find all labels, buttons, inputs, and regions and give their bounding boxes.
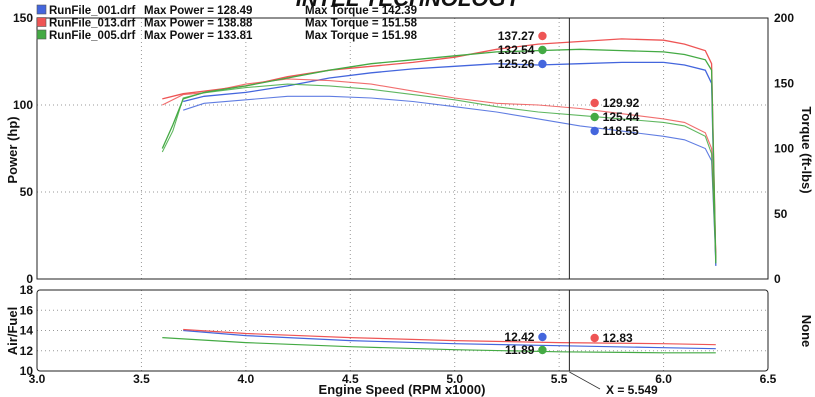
series-layer bbox=[161, 38, 717, 354]
bottom-panel-frame bbox=[36, 289, 769, 372]
afr-readout-3: 11.89 bbox=[505, 343, 535, 357]
cursor-x-label: X = 5.549 bbox=[606, 383, 658, 397]
power-readout-2: 129.92 bbox=[603, 96, 640, 110]
legend-max-torque-2: Max Torque = 151.58 bbox=[305, 18, 418, 30]
x-tick-label: 4.5 bbox=[342, 372, 359, 386]
torque-tick-label: 0 bbox=[774, 272, 781, 286]
torque-line-2 bbox=[162, 38, 717, 260]
power-line-2 bbox=[162, 78, 717, 253]
axis-ticks: 3.0 3.5 4.0 4.5 5.0 5.5 6.0 6.5 0 50 100 150 0 50 100 1… bbox=[13, 11, 794, 386]
legend-file-2: RunFile_013.drf bbox=[49, 18, 135, 30]
legend-max-power-3: Max Power = 133.81 bbox=[144, 30, 253, 42]
afr-tick-label: 14 bbox=[20, 324, 34, 338]
y-axis-label-afr: Air/Fuel bbox=[5, 307, 20, 355]
x-tick-label: 6.5 bbox=[760, 372, 777, 386]
legend-max-torque-3: Max Torque = 151.98 bbox=[305, 30, 418, 42]
power-readout-3: 125.44 bbox=[603, 110, 640, 124]
afr-marker-2 bbox=[590, 333, 599, 343]
y-axis-label-none: None bbox=[799, 315, 814, 348]
legend-swatch-1 bbox=[36, 4, 47, 15]
afr-marker-3 bbox=[538, 345, 547, 355]
power-readout-1: 118.55 bbox=[603, 124, 639, 138]
afr-tick-label: 18 bbox=[20, 283, 34, 297]
afr-line-1 bbox=[183, 329, 716, 350]
x-tick-label: 4.0 bbox=[238, 372, 255, 386]
bottom-panel-grid bbox=[37, 290, 768, 371]
afr-readout-1: 12.42 bbox=[504, 330, 534, 344]
power-marker-2 bbox=[590, 98, 599, 108]
cursor-readout[interactable]: X = 5.549 bbox=[568, 18, 658, 397]
afr-marker-1 bbox=[538, 332, 547, 342]
legend-swatch-2 bbox=[36, 17, 47, 27]
y-axis-label-torque: Torque (ft-lbs) bbox=[799, 106, 814, 193]
afr-line-2 bbox=[183, 328, 716, 346]
torque-tick-label: 200 bbox=[774, 11, 794, 25]
torque-tick-label: 50 bbox=[774, 207, 788, 221]
x-tick-label: 3.0 bbox=[29, 372, 46, 386]
legend-file-1: RunFile_001.drf bbox=[49, 5, 135, 17]
legend: RunFile_001.drf Max Power = 128.49 Max Tor… bbox=[36, 4, 418, 42]
torque-tick-label: 150 bbox=[774, 76, 794, 90]
header-banner: INTEL TECHNOLOGY bbox=[296, 0, 523, 11]
power-line-1 bbox=[183, 95, 717, 262]
x-tick-label: 3.5 bbox=[133, 372, 150, 386]
torque-readout-2: 137.27 bbox=[498, 29, 535, 43]
x-tick-label: 5.0 bbox=[446, 372, 463, 386]
x-axis-label: Engine Speed (RPM x1000) bbox=[319, 382, 486, 397]
torque-readout-3: 132.54 bbox=[498, 43, 535, 57]
top-panel-frame bbox=[36, 17, 769, 280]
power-line-3 bbox=[161, 83, 717, 259]
x-tick-label: 6.0 bbox=[655, 372, 672, 386]
afr-readout-2: 12.83 bbox=[603, 331, 633, 345]
top-panel-grid bbox=[37, 18, 768, 279]
legend-file-3: RunFile_005.drf bbox=[49, 30, 135, 42]
legend-max-power-1: Max Power = 128.49 bbox=[144, 5, 252, 17]
x-tick-label: 5.5 bbox=[551, 372, 568, 386]
cursor-markers: 137.27 129.92 132.54 125.44 125.26 118.55 12.4… bbox=[498, 29, 640, 357]
torque-marker-1 bbox=[538, 59, 547, 69]
afr-tick-label: 12 bbox=[20, 344, 34, 358]
legend-swatch-3 bbox=[36, 29, 47, 40]
torque-marker-2 bbox=[538, 31, 547, 41]
afr-tick-label: 10 bbox=[20, 364, 34, 378]
torque-line-3 bbox=[161, 48, 717, 264]
torque-tick-label: 100 bbox=[774, 142, 794, 156]
afr-line-3 bbox=[162, 337, 716, 354]
power-tick-label: 100 bbox=[13, 98, 33, 112]
legend-max-torque-1: Max Torque = 142.39 bbox=[305, 5, 417, 17]
torque-line-1 bbox=[183, 61, 717, 266]
y-axis-label-power: Power (hp) bbox=[5, 116, 20, 183]
power-marker-3 bbox=[590, 112, 599, 122]
power-tick-label: 50 bbox=[20, 185, 34, 199]
power-tick-label: 0 bbox=[26, 272, 33, 286]
legend-max-power-2: Max Power = 138.88 bbox=[144, 18, 253, 30]
cursor-leader bbox=[569, 371, 601, 390]
power-marker-1 bbox=[590, 126, 599, 136]
torque-marker-3 bbox=[538, 45, 547, 55]
torque-readout-1: 125.26 bbox=[498, 57, 535, 71]
afr-tick-label: 16 bbox=[20, 303, 34, 317]
power-tick-label: 150 bbox=[13, 11, 33, 25]
